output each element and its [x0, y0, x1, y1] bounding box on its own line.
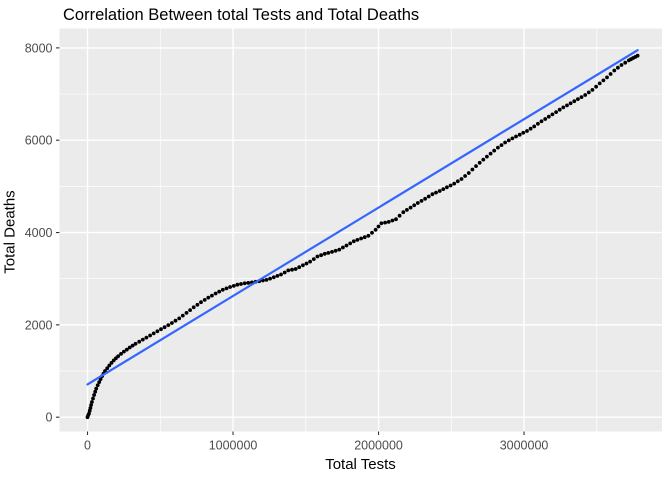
svg-text:2000000: 2000000	[354, 439, 403, 453]
svg-text:8000: 8000	[25, 41, 53, 55]
svg-text:2000: 2000	[25, 318, 53, 332]
minor-gridlines	[59, 28, 662, 432]
major-gridlines	[59, 28, 662, 432]
svg-text:0: 0	[84, 439, 91, 453]
svg-text:0: 0	[46, 411, 53, 425]
svg-text:4000: 4000	[25, 226, 53, 240]
axis-tick-marks	[56, 47, 525, 435]
y-axis-title: Total Deaths	[1, 190, 19, 274]
x-tick-labels: 0 1000000 2000000 3000000	[84, 439, 548, 453]
svg-text:6000: 6000	[25, 134, 53, 148]
scatter-points	[85, 53, 640, 420]
svg-text:1000000: 1000000	[209, 439, 258, 453]
chart-title: Correlation Between total Tests and Tota…	[63, 6, 420, 24]
trend-line	[86, 49, 639, 386]
y-tick-labels: 0 2000 4000 6000 8000	[25, 41, 53, 424]
svg-text:3000000: 3000000	[500, 439, 549, 453]
x-axis-title: Total Tests	[325, 456, 396, 473]
